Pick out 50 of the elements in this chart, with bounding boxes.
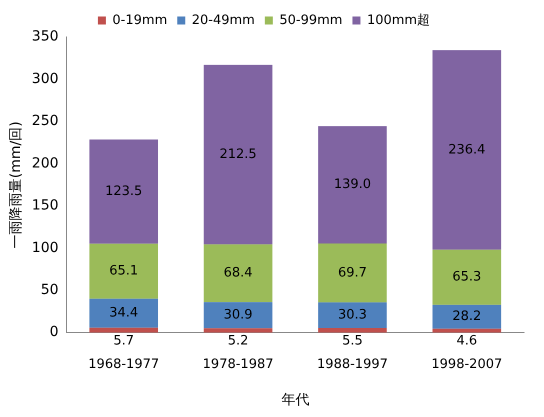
x-tick-label: 1998-2007 — [431, 356, 502, 372]
x-tick-label: 1968-1977 — [88, 356, 160, 372]
bar — [204, 302, 272, 328]
data-label: 30.3 — [338, 308, 367, 323]
legend-label: 50-99mm — [279, 12, 342, 28]
data-label: 4.6 — [456, 333, 478, 348]
y-tick-label: 300 — [32, 70, 59, 87]
data-label: 34.4 — [109, 306, 138, 321]
x-tick-label: 1988-1997 — [317, 356, 388, 372]
y-tick-label: 50 — [40, 282, 59, 298]
y-tick-label: 0 — [50, 324, 59, 340]
data-label: 30.9 — [224, 308, 253, 323]
data-label: 5.5 — [342, 333, 363, 348]
data-label: 65.1 — [109, 264, 138, 279]
x-tick-label: 1978-1987 — [202, 356, 274, 372]
bar — [89, 298, 158, 328]
legend-label: 20-49mm — [192, 12, 255, 28]
bar — [318, 244, 387, 302]
y-tick-label: 100 — [32, 240, 59, 256]
data-label: 28.2 — [452, 309, 482, 324]
legend-label: 100mm超 — [366, 12, 430, 28]
bar — [432, 304, 502, 329]
bar — [432, 50, 502, 250]
bar — [318, 302, 387, 328]
bar — [318, 126, 387, 244]
data-label: 65.3 — [452, 270, 482, 285]
y-tick-label: 200 — [32, 155, 59, 172]
bar — [432, 250, 502, 305]
x-axis-title: 年代 — [281, 392, 310, 408]
bar — [204, 64, 272, 244]
data-label: 212.5 — [219, 146, 257, 162]
bar — [89, 139, 158, 244]
y-tick-label: 150 — [32, 198, 59, 214]
data-label: 236.4 — [448, 142, 486, 158]
data-label: 5.2 — [228, 333, 248, 348]
data-label: 139.0 — [334, 177, 372, 192]
data-label: 69.7 — [338, 265, 367, 280]
legend-label: 0-19mm — [112, 12, 168, 28]
bar — [432, 328, 502, 333]
bar — [318, 328, 387, 333]
data-label: 68.4 — [224, 266, 253, 281]
bar — [204, 328, 272, 333]
bar — [204, 244, 272, 302]
bar — [89, 328, 158, 333]
y-tick-label: 350 — [32, 28, 59, 45]
y-axis-title: 一雨降雨量(mm/回) — [8, 121, 24, 248]
data-label: 5.7 — [113, 333, 134, 348]
y-tick-label: 250 — [32, 113, 59, 130]
bar — [89, 244, 158, 299]
data-label: 123.5 — [105, 184, 142, 199]
